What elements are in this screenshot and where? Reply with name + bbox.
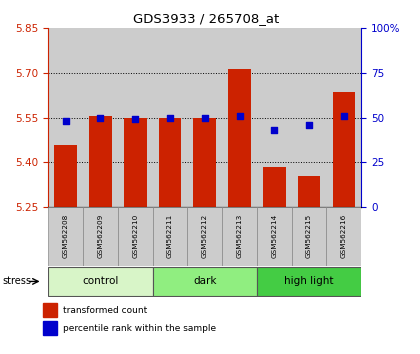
Bar — [43, 303, 57, 317]
Bar — [291, 28, 326, 207]
Bar — [326, 28, 361, 207]
Bar — [228, 69, 251, 207]
Point — [167, 115, 173, 120]
Bar — [257, 207, 291, 266]
Bar — [83, 28, 118, 207]
Bar — [54, 144, 77, 207]
Bar — [187, 207, 222, 266]
Text: GSM562213: GSM562213 — [236, 214, 242, 258]
Bar — [222, 207, 257, 266]
Bar — [159, 118, 181, 207]
Bar — [194, 118, 216, 207]
Bar — [257, 267, 361, 296]
Text: GSM562208: GSM562208 — [63, 214, 69, 258]
Text: transformed count: transformed count — [63, 306, 147, 315]
Bar — [118, 28, 152, 207]
Bar — [152, 267, 257, 296]
Bar — [48, 267, 152, 296]
Bar — [326, 207, 361, 266]
Point — [341, 113, 347, 119]
Point — [202, 115, 208, 120]
Text: GSM562214: GSM562214 — [271, 214, 277, 258]
Text: stress: stress — [2, 276, 31, 286]
Point — [132, 117, 139, 122]
Text: dark: dark — [193, 276, 216, 286]
Bar — [257, 28, 291, 207]
Bar — [43, 321, 57, 335]
Point — [62, 119, 69, 124]
Bar — [118, 207, 152, 266]
Point — [236, 113, 243, 119]
Bar — [89, 116, 112, 207]
Point — [306, 122, 312, 128]
Bar — [291, 207, 326, 266]
Text: GSM562209: GSM562209 — [97, 214, 103, 258]
Text: control: control — [82, 276, 118, 286]
Bar — [222, 28, 257, 207]
Bar — [263, 167, 286, 207]
Bar — [298, 176, 320, 207]
Text: GDS3933 / 265708_at: GDS3933 / 265708_at — [133, 12, 279, 25]
Text: GSM562210: GSM562210 — [132, 214, 138, 258]
Bar — [333, 92, 355, 207]
Text: percentile rank within the sample: percentile rank within the sample — [63, 324, 216, 333]
Bar — [124, 118, 147, 207]
Bar — [187, 28, 222, 207]
Text: GSM562211: GSM562211 — [167, 214, 173, 258]
Bar — [152, 207, 187, 266]
Bar — [48, 28, 83, 207]
Bar — [152, 28, 187, 207]
Text: GSM562215: GSM562215 — [306, 214, 312, 258]
Point — [271, 127, 278, 133]
Point — [97, 115, 104, 120]
Bar — [48, 207, 83, 266]
Text: GSM562212: GSM562212 — [202, 214, 208, 258]
Bar — [83, 207, 118, 266]
Text: high light: high light — [284, 276, 334, 286]
Text: GSM562216: GSM562216 — [341, 214, 347, 258]
